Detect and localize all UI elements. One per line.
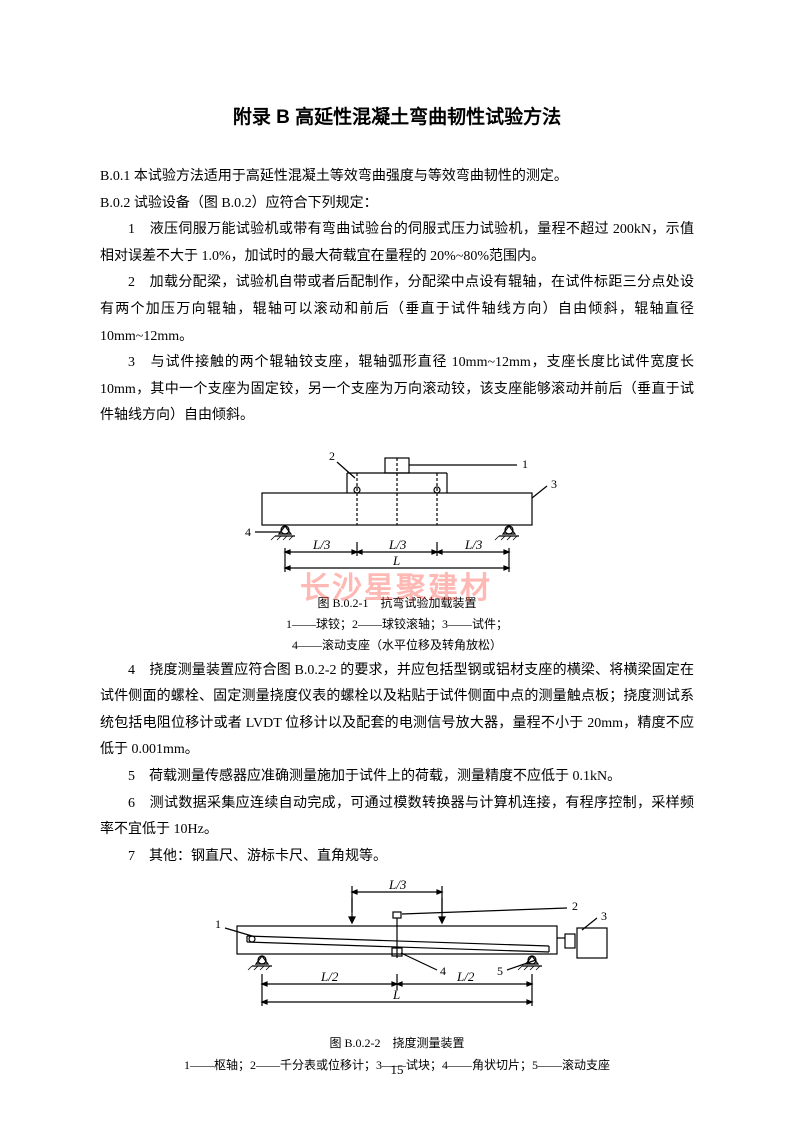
svg-text:1: 1 (522, 457, 528, 471)
svg-text:L: L (392, 553, 400, 568)
fig1-caption-3: 4——滚动支座（水平位移及转角放松） (100, 636, 694, 655)
fig1-caption-1: 图 B.0.2-1 抗弯试验加载装置 (100, 594, 694, 613)
figure-b02-2: L/3 1 2 3 4 5 L/2 L/2 L (100, 878, 694, 1028)
svg-text:L/2: L/2 (456, 969, 475, 984)
para-b01: B.0.1 本试验方法适用于高延性混凝土等效弯曲强度与等效弯曲韧性的测定。 (100, 164, 694, 191)
svg-text:4: 4 (245, 525, 251, 539)
para-item1: 1 液压伺服万能试验机或带有弯曲试验台的伺服式压力试验机，量程不超过 200kN… (100, 217, 694, 270)
para-item3: 3 与试件接触的两个辊轴铰支座，辊轴弧形直径 10mm~12mm，支座长度比试件… (100, 350, 694, 430)
fig1-caption-2: 1——球铰；2——球铰滚轴；3——试件； (100, 615, 694, 634)
page-number: 15 (0, 1058, 794, 1083)
para-item5: 5 荷载测量传感器应准确测量施加于试件上的荷载，测量精度不应低于 0.1kN。 (100, 764, 694, 791)
svg-text:2: 2 (329, 449, 335, 463)
para-item4: 4 挠度测量装置应符合图 B.0.2-2 的要求，并应包括型钢或铝材支座的横梁、… (100, 658, 694, 764)
para-item7: 7 其他：钢直尺、游标卡尺、直角规等。 (100, 844, 694, 871)
page-title: 附录 B 高延性混凝土弯曲韧性试验方法 (100, 100, 694, 136)
svg-text:L/3: L/3 (312, 537, 331, 552)
figure-b02-1: 1 2 3 4 L/3 L/3 L/3 L (100, 438, 694, 588)
svg-text:1: 1 (215, 917, 221, 931)
svg-text:L: L (392, 987, 400, 1002)
svg-text:L/2: L/2 (320, 969, 339, 984)
para-item2: 2 加载分配梁，试验机自带或者后配制作，分配梁中点设有辊轴，在试件标距三分点处设… (100, 270, 694, 350)
svg-text:L/3: L/3 (388, 878, 407, 892)
svg-text:5: 5 (497, 964, 503, 978)
svg-text:L/3: L/3 (464, 537, 483, 552)
para-item6: 6 测试数据采集应连续自动完成，可通过模数转换器与计算机连接，有程序控制，采样频… (100, 791, 694, 844)
svg-text:L/3: L/3 (388, 537, 407, 552)
svg-text:2: 2 (572, 899, 578, 913)
svg-text:3: 3 (551, 477, 557, 491)
svg-text:4: 4 (440, 964, 446, 978)
para-b02: B.0.2 试验设备（图 B.0.2）应符合下列规定： (100, 191, 694, 218)
fig2-caption-1: 图 B.0.2-2 挠度测量装置 (100, 1034, 694, 1053)
svg-text:3: 3 (601, 909, 607, 923)
